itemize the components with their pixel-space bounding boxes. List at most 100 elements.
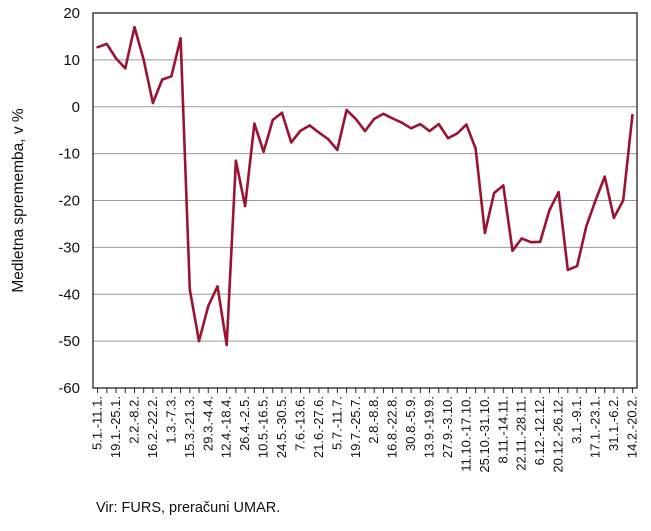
data-point (557, 190, 560, 194)
x-tick-label: 16.8.-22.8. (385, 396, 400, 458)
data-point (280, 111, 284, 115)
y-axis-label: Medletna sprememba, v % (10, 108, 27, 293)
data-point (170, 75, 173, 78)
data-point (197, 339, 201, 343)
data-point (585, 225, 588, 228)
data-point (483, 231, 487, 234)
x-tick-label: 5.1.-11.1. (90, 396, 105, 450)
data-point (354, 117, 357, 121)
data-point (520, 237, 523, 240)
x-tick-label: 30.8.-5.9. (403, 396, 418, 451)
data-point (345, 108, 348, 112)
x-tick-label: 5.7.-11.7. (329, 396, 344, 450)
source-note: Vir: FURS, preračuni UMAR. (96, 500, 281, 516)
x-tick-label: 3.1.-9.1. (569, 396, 584, 444)
data-point (225, 343, 228, 347)
data-point (373, 117, 376, 121)
data-point (253, 122, 256, 125)
data-point (474, 147, 477, 150)
data-point (133, 25, 136, 29)
x-tick-label: 29.3.-4.4. (200, 396, 215, 451)
data-point (317, 131, 321, 134)
x-tick-label: 21.6.-27.6. (311, 396, 326, 458)
data-point (603, 175, 606, 178)
data-point (492, 191, 496, 195)
data-point (299, 129, 302, 132)
x-axis-ticks: 5.1.-11.1. 19.1.-25.1. 2.2.-8.2. 16.2.-22.2… (90, 388, 639, 473)
data-point (271, 118, 274, 122)
data-point (336, 148, 339, 152)
data-point (114, 57, 118, 60)
data-point (243, 204, 247, 208)
data-point (400, 121, 404, 124)
data-point (161, 78, 164, 81)
data-point (326, 137, 330, 141)
x-tick-label: 12.4.-18.4. (219, 396, 234, 458)
x-tick-label: 16.2.-22.2. (145, 396, 160, 458)
y-tick-label: -50 (58, 333, 80, 350)
y-tick-label: 0 (72, 99, 80, 116)
x-tick-label: 2.8.-8.8. (366, 396, 381, 444)
data-point (539, 240, 542, 243)
data-point (188, 288, 191, 291)
data-point (216, 285, 219, 288)
data-point (456, 132, 459, 135)
x-tick-label: 19.7.-25.7. (348, 396, 363, 458)
y-tick-label: -10 (58, 146, 80, 163)
data-point (566, 268, 569, 272)
data-point (308, 124, 311, 127)
x-tick-label: 22.11.-28.11. (514, 396, 529, 471)
x-tick-label: 24.5.-30.5. (274, 396, 289, 458)
data-point (96, 46, 99, 49)
x-tick-label: 14.2.-20.2. (624, 396, 639, 458)
data-point (290, 141, 293, 144)
data-point (612, 216, 616, 219)
data-point (151, 101, 155, 105)
x-tick-label: 27.9.-3.10. (440, 396, 455, 458)
data-point (363, 129, 367, 133)
data-point (105, 42, 109, 46)
data-point (142, 58, 145, 62)
data-point (465, 123, 468, 126)
x-tick-label: 17.1.-23.1. (588, 396, 603, 458)
data-point (511, 249, 514, 252)
series-line (96, 25, 634, 347)
x-tick-label: 6.12.-12.12. (532, 396, 547, 465)
data-point (548, 209, 551, 212)
data-point (594, 199, 597, 202)
data-point (179, 37, 182, 40)
data-point (622, 199, 625, 202)
data-point (262, 150, 265, 153)
x-tick-label: 26.4.-2.5. (237, 396, 252, 451)
x-tick-label: 19.1.-25.1. (108, 396, 123, 458)
data-point (207, 304, 210, 308)
x-tick-label: 15.3.-21.3. (182, 396, 197, 458)
data-point (234, 159, 238, 162)
x-tick-label: 7.6.-13.6. (292, 396, 307, 451)
x-tick-label: 20.12.-26.12. (551, 396, 566, 473)
x-tick-label: 11.10.-17.10. (458, 396, 473, 472)
y-tick-label: -40 (58, 286, 80, 303)
data-point (391, 117, 394, 120)
data-point (575, 264, 579, 268)
data-point (409, 127, 413, 130)
y-tick-label: -60 (58, 380, 80, 397)
x-tick-label: 2.2.-8.2. (126, 396, 141, 444)
data-point (124, 67, 127, 70)
y-tick-label: 20 (63, 5, 80, 22)
data-point (428, 129, 431, 133)
x-tick-label: 13.9.-19.9. (422, 396, 437, 458)
data-point (419, 122, 422, 126)
y-axis-ticks: 20 10 0 -10 -20 -30 -40 -50 -60 (58, 5, 80, 397)
data-point (529, 241, 533, 244)
data-point (446, 137, 450, 140)
series-layer (96, 25, 634, 347)
x-tick-label: 31.1.-6.2. (606, 396, 621, 451)
x-tick-label: 1.3.-7.3. (163, 396, 178, 444)
x-tick-label: 8.11.-14.11. (495, 396, 510, 463)
data-point (382, 112, 385, 116)
plot-frame (92, 12, 638, 389)
y-tick-label: 10 (63, 52, 80, 69)
x-tick-label: 25.10.-31.10. (477, 396, 492, 473)
